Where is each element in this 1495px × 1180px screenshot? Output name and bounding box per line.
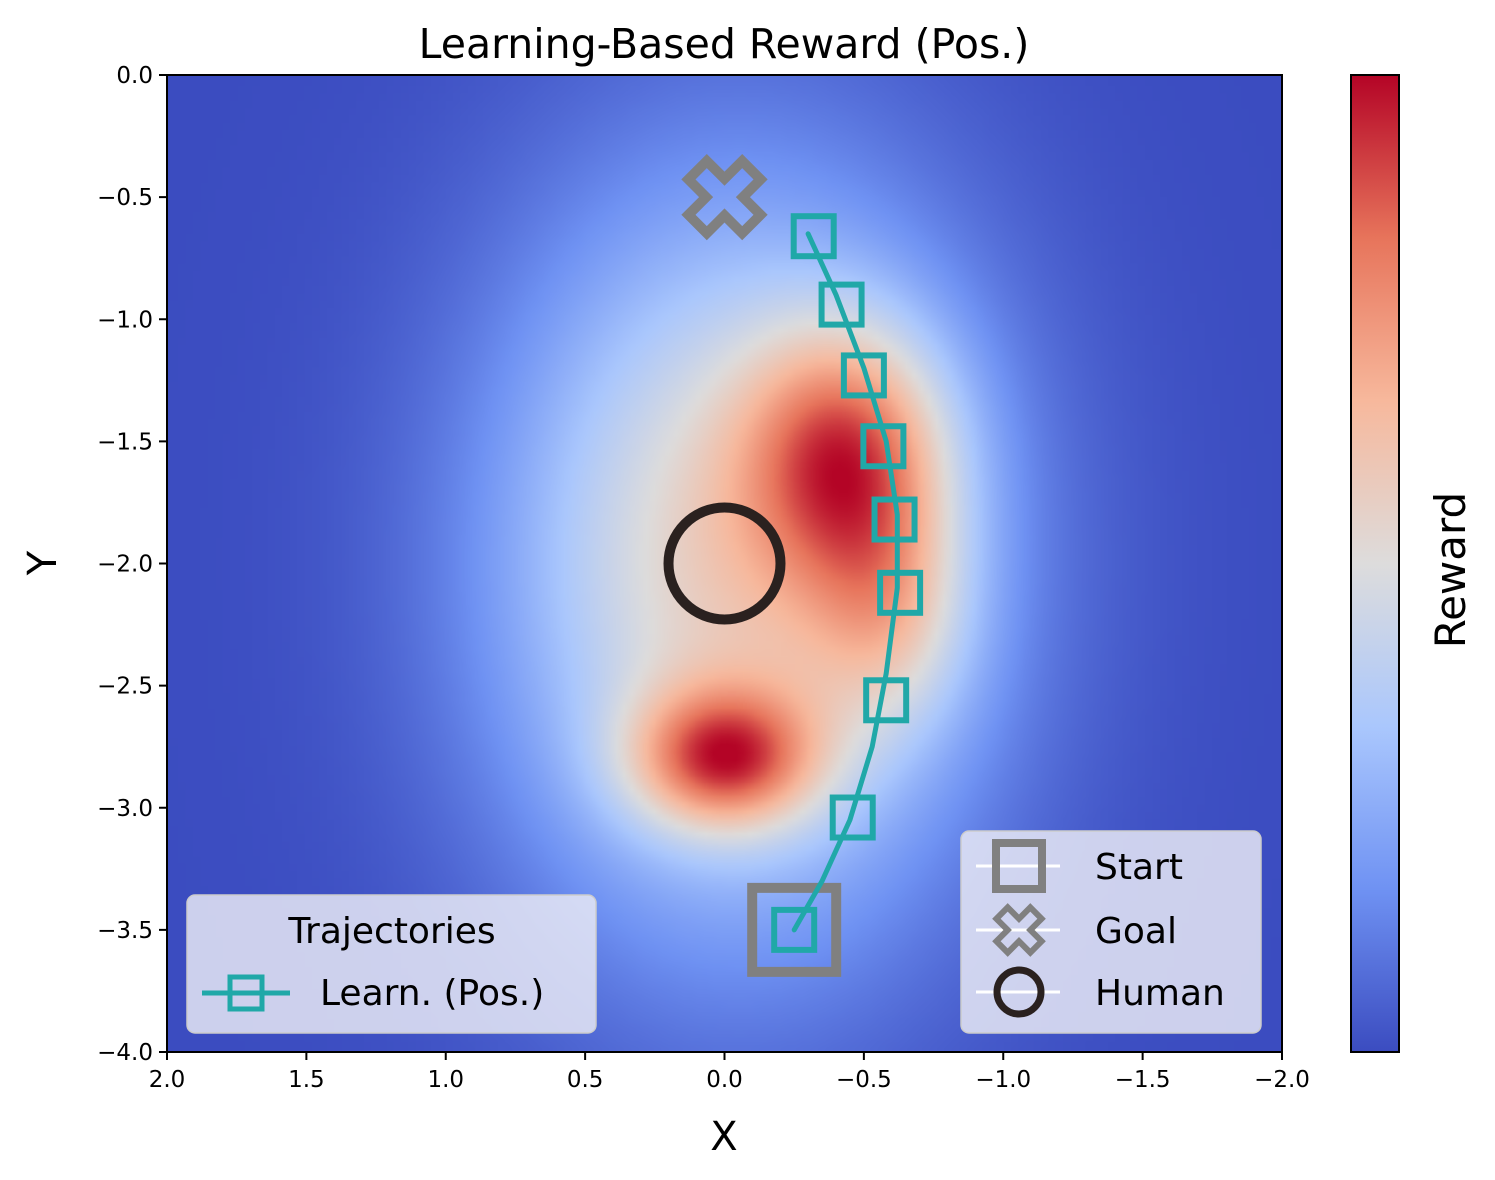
y-tick-label: −1.0 — [97, 307, 153, 333]
colorbar: Reward — [1350, 74, 1475, 1053]
x-tick-label: −0.5 — [836, 1067, 892, 1093]
x-axis-ticks: 2.0 1.5 1.0 0.5 0.0 −0.5 −1.0 −1.5 −2.0 — [149, 1052, 1310, 1093]
y-tick-label: −4.0 — [97, 1040, 153, 1066]
y-tick-label: −0.5 — [97, 185, 153, 211]
series-marker — [771, 906, 818, 953]
legend-points: Start Goal Human — [960, 830, 1262, 1034]
series-marker — [863, 677, 910, 724]
special-points-layer — [663, 154, 842, 977]
series-marker — [860, 423, 907, 470]
y-axis-label: Y — [20, 550, 66, 576]
legend-entry-start: Start — [1095, 847, 1183, 888]
y-tick-label: −2.5 — [97, 674, 153, 700]
x-axis-label: X — [710, 1114, 737, 1160]
legend-square-swatch — [227, 974, 265, 1012]
chart-title: Learning-Based Reward (Pos.) — [419, 20, 1030, 68]
y-tick-label: −3.5 — [97, 918, 153, 944]
legend-entry-goal: Goal — [1095, 911, 1177, 952]
x-tick-label: 2.0 — [149, 1067, 186, 1093]
human-marker — [663, 502, 786, 625]
legend-start-square-icon — [992, 839, 1046, 893]
y-axis-ticks: 0.0 −0.5 −1.0 −1.5 −2.0 −2.5 −3.0 −3.5 −4.0 — [97, 63, 167, 1066]
x-tick-label: −2.0 — [1254, 1067, 1310, 1093]
legend-trajectories: Trajectories Learn. (Pos.) — [186, 894, 597, 1034]
x-tick-label: 0.0 — [706, 1067, 743, 1093]
x-tick-label: −1.5 — [1115, 1067, 1171, 1093]
legend-goal-x-icon — [992, 903, 1046, 957]
legend-title: Trajectories — [287, 911, 495, 952]
legend-human-circle-icon — [993, 966, 1045, 1018]
series-marker — [877, 569, 924, 616]
x-tick-label: −1.0 — [975, 1067, 1031, 1093]
series-marker — [829, 794, 876, 841]
colorbar-gradient — [1350, 74, 1400, 1053]
y-tick-label: −3.0 — [97, 796, 153, 822]
y-tick-label: −2.0 — [97, 552, 153, 578]
goal-marker — [681, 154, 768, 241]
series-layer — [771, 213, 924, 953]
colorbar-label: Reward — [1426, 492, 1475, 648]
legend-entry-human: Human — [1095, 973, 1225, 1014]
x-tick-label: 0.5 — [567, 1067, 604, 1093]
series-marker — [871, 496, 918, 543]
legend-entry-learn-pos: Learn. (Pos.) — [320, 973, 544, 1014]
x-tick-label: 1.5 — [288, 1067, 325, 1093]
series-marker — [840, 352, 887, 399]
x-tick-label: 1.0 — [427, 1067, 464, 1093]
series-marker — [818, 281, 865, 328]
start-marker — [747, 882, 842, 977]
plot-area — [167, 75, 1282, 1052]
series-marker — [790, 213, 837, 260]
y-tick-label: −1.5 — [97, 429, 153, 455]
y-tick-label: 0.0 — [116, 63, 153, 89]
